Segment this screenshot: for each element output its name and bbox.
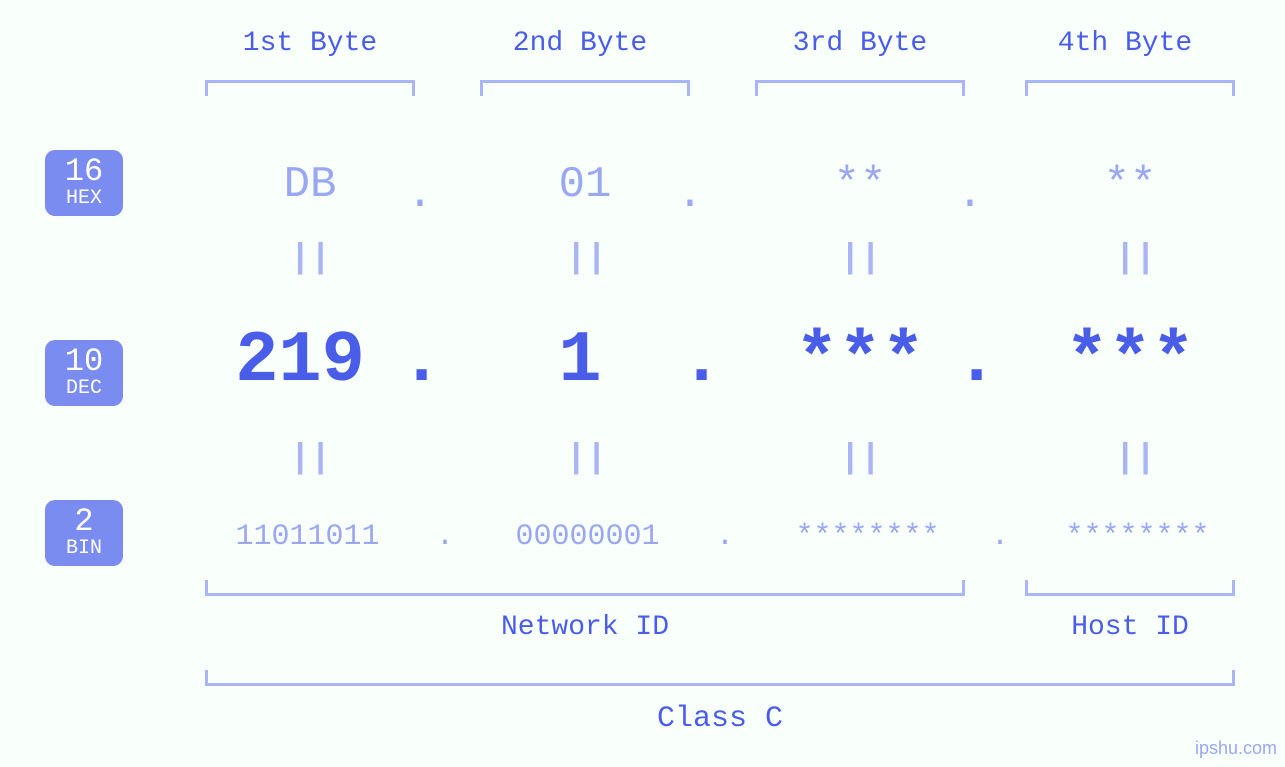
badge-bin-num: 2 [55,506,113,538]
dec-dot-1: . [400,320,440,402]
equal-2-3: || [840,440,881,478]
top-bracket-1 [205,80,415,96]
badge-bin: 2 BIN [45,500,123,566]
dec-byte-3: *** [740,320,980,402]
equal-2-4: || [1115,440,1156,478]
dec-byte-2: 1 [460,320,700,402]
bin-dot-1: . [435,520,455,554]
equal-1-4: || [1115,240,1156,278]
host-id-bracket [1025,580,1235,596]
equal-1-2: || [566,240,607,278]
hex-byte-1: DB [200,160,420,210]
top-bracket-2 [480,80,690,96]
badge-hex-num: 16 [55,156,113,188]
ip-diagram: 1st Byte 2nd Byte 3rd Byte 4th Byte 16 H… [0,0,1285,767]
equal-1-3: || [840,240,881,278]
dec-dot-3: . [955,320,995,402]
hex-byte-3: ** [750,160,970,210]
badge-dec: 10 DEC [45,340,123,406]
byte-header-4: 4th Byte [1025,28,1225,59]
badge-hex: 16 HEX [45,150,123,216]
dec-byte-4: *** [1010,320,1250,402]
hex-dot-3: . [950,170,990,220]
hex-byte-2: 01 [475,160,695,210]
host-id-label: Host ID [1025,612,1235,643]
class-label: Class C [205,702,1235,736]
bin-byte-4: ******** [1005,520,1270,554]
dec-dot-2: . [680,320,720,402]
badge-dec-num: 10 [55,346,113,378]
hex-byte-4: ** [1020,160,1240,210]
badge-dec-label: DEC [55,378,113,400]
equal-1-1: || [290,240,331,278]
bin-dot-2: . [715,520,735,554]
equal-2-2: || [566,440,607,478]
top-bracket-4 [1025,80,1235,96]
equal-2-1: || [290,440,331,478]
bin-byte-2: 00000001 [455,520,720,554]
dec-byte-1: 219 [180,320,420,402]
network-id-label: Network ID [205,612,965,643]
badge-bin-label: BIN [55,538,113,560]
network-id-bracket [205,580,965,596]
watermark: ipshu.com [1195,738,1277,759]
byte-header-3: 3rd Byte [760,28,960,59]
hex-dot-1: . [400,170,440,220]
class-bracket [205,670,1235,686]
top-bracket-3 [755,80,965,96]
byte-header-2: 2nd Byte [480,28,680,59]
bin-byte-1: 11011011 [175,520,440,554]
hex-dot-2: . [670,170,710,220]
byte-header-1: 1st Byte [210,28,410,59]
bin-byte-3: ******** [735,520,1000,554]
badge-hex-label: HEX [55,188,113,210]
